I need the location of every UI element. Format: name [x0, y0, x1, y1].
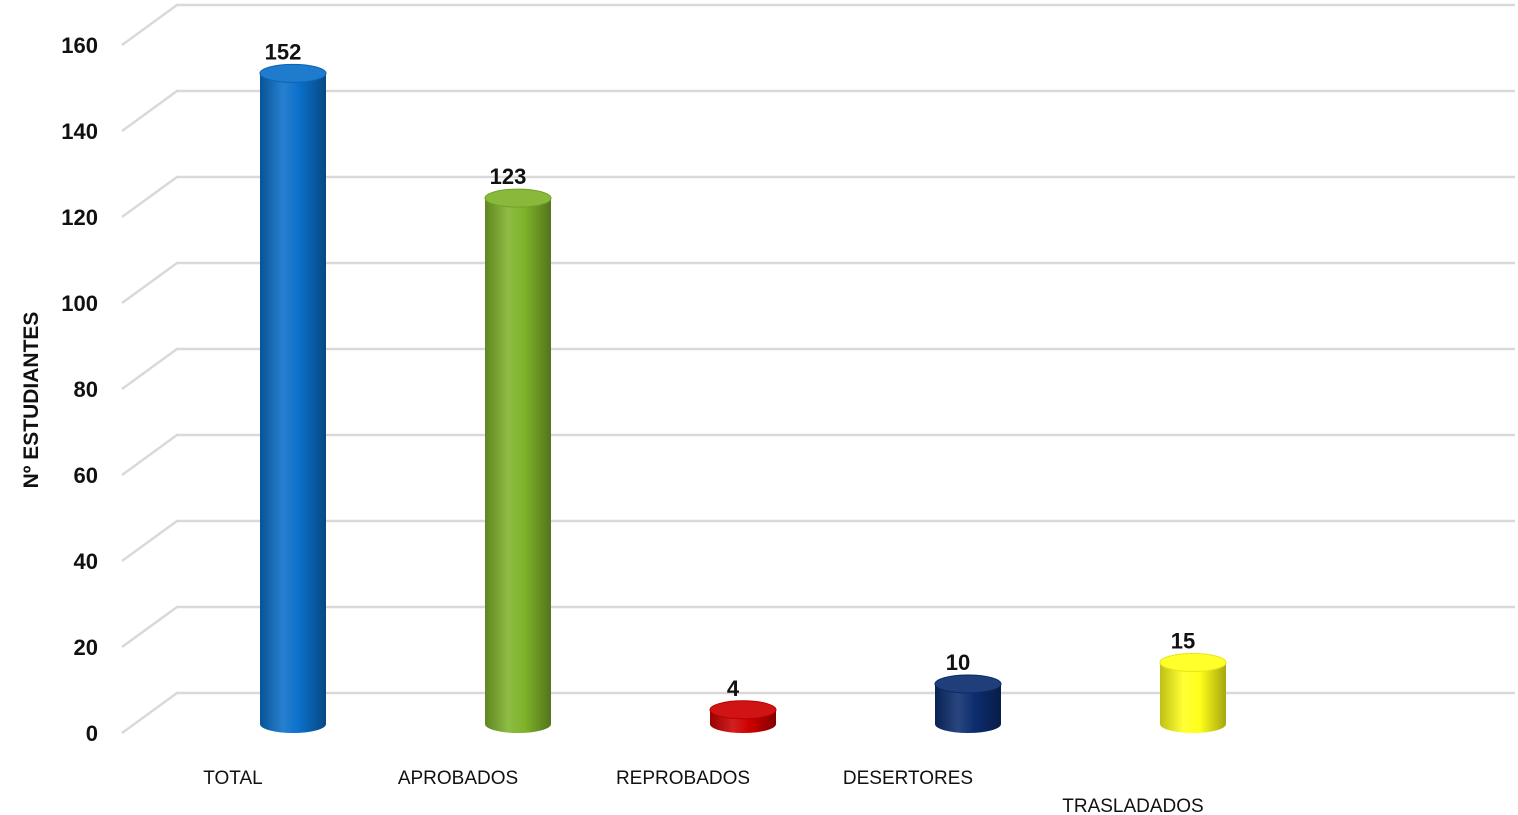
gridline	[121, 519, 1515, 563]
bar-top	[709, 700, 777, 720]
x-axis-categories: TOTAL APROBADOS REPROBADOS DESERTORES TRASLA…	[203, 768, 1203, 815]
gridline	[121, 89, 1515, 133]
data-label: 4	[727, 676, 740, 701]
data-label: 123	[490, 164, 527, 189]
y-tick-label: 20	[74, 635, 98, 660]
y-tick-label: 100	[61, 291, 98, 316]
data-labels: 152 123 4 10 15	[265, 39, 1196, 700]
data-label: 152	[265, 39, 302, 64]
bar-body	[485, 198, 551, 734]
x-category-label: APROBADOS	[398, 768, 518, 789]
data-label: 15	[1171, 629, 1195, 654]
x-category-label: TOTAL	[203, 768, 262, 789]
bar-body	[935, 684, 1001, 733]
y-tick-label: 140	[61, 119, 98, 144]
gridline	[121, 691, 1515, 735]
y-axis-title: Nº ESTUDIANTES	[20, 312, 43, 489]
x-category-label: TRASLADADOS	[1062, 796, 1203, 815]
x-category-label: REPROBADOS	[616, 768, 750, 789]
x-category-label: DESERTORES	[843, 768, 973, 789]
bar-body	[1160, 662, 1226, 733]
gridline	[121, 261, 1515, 305]
gridline	[121, 433, 1515, 477]
y-tick-label: 0	[86, 721, 98, 746]
gridline	[121, 347, 1515, 391]
bar-top	[934, 674, 1002, 694]
gridline	[121, 175, 1515, 219]
y-tick-label: 40	[74, 549, 98, 574]
y-tick-label: 80	[74, 377, 98, 402]
y-tick-label: 160	[61, 33, 98, 58]
y-tick-label: 60	[74, 463, 98, 488]
bar-top	[1159, 653, 1227, 672]
gridlines	[121, 3, 1515, 735]
gridline	[121, 605, 1515, 649]
y-axis-ticks: 0 20 40 60 80 100 120 140 160	[61, 33, 98, 746]
bar-top	[259, 63, 327, 83]
gridline	[121, 3, 1515, 47]
y-tick-label: 120	[61, 205, 98, 230]
data-label: 10	[946, 650, 970, 675]
bar-top	[484, 188, 552, 208]
bar-body	[260, 73, 326, 733]
bars	[259, 63, 1227, 734]
